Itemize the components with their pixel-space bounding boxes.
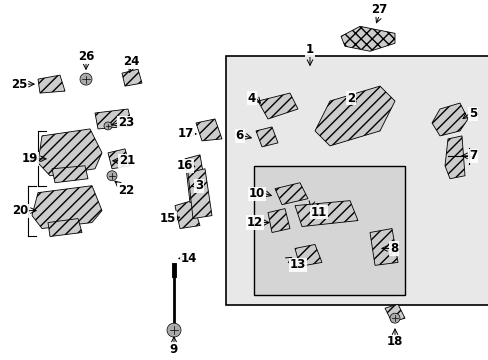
- Circle shape: [80, 73, 92, 85]
- Polygon shape: [95, 109, 132, 129]
- Text: 27: 27: [370, 3, 386, 17]
- Text: 6: 6: [235, 129, 244, 143]
- Text: 9: 9: [169, 343, 178, 356]
- Polygon shape: [196, 119, 222, 141]
- Text: 11: 11: [310, 206, 326, 219]
- Text: 19: 19: [21, 152, 38, 165]
- Polygon shape: [184, 155, 207, 203]
- Text: 7: 7: [468, 149, 476, 162]
- Polygon shape: [369, 229, 397, 265]
- Polygon shape: [314, 86, 394, 146]
- Text: 2: 2: [346, 91, 354, 104]
- Text: 8: 8: [389, 242, 397, 255]
- Text: 25: 25: [11, 78, 27, 91]
- Circle shape: [167, 323, 181, 337]
- Polygon shape: [384, 304, 404, 322]
- Text: 21: 21: [119, 154, 135, 167]
- Polygon shape: [267, 208, 289, 233]
- Polygon shape: [48, 219, 82, 237]
- Polygon shape: [52, 166, 88, 183]
- Text: 15: 15: [159, 212, 176, 225]
- Polygon shape: [122, 69, 142, 86]
- Polygon shape: [294, 201, 357, 226]
- Text: 16: 16: [176, 159, 193, 172]
- Bar: [253, 166, 404, 295]
- Text: 1: 1: [305, 43, 313, 56]
- Polygon shape: [38, 75, 65, 93]
- Polygon shape: [294, 244, 321, 266]
- Text: 10: 10: [248, 187, 264, 200]
- Text: 14: 14: [181, 252, 197, 265]
- Polygon shape: [431, 103, 467, 136]
- Text: 23: 23: [118, 116, 134, 130]
- Polygon shape: [256, 127, 278, 147]
- Circle shape: [389, 313, 399, 323]
- Text: 5: 5: [468, 108, 476, 121]
- Text: 3: 3: [195, 179, 203, 192]
- Circle shape: [107, 171, 117, 181]
- Polygon shape: [444, 136, 464, 179]
- Text: 20: 20: [12, 204, 28, 217]
- Text: 4: 4: [247, 91, 256, 104]
- Polygon shape: [274, 183, 307, 204]
- Text: 17: 17: [177, 127, 194, 140]
- Polygon shape: [38, 129, 102, 176]
- Bar: [225, 56, 488, 305]
- Circle shape: [104, 122, 112, 130]
- Text: 18: 18: [386, 335, 403, 348]
- Polygon shape: [258, 93, 297, 119]
- Text: 24: 24: [122, 55, 139, 68]
- Polygon shape: [340, 26, 394, 51]
- Polygon shape: [32, 186, 102, 229]
- Text: 26: 26: [78, 50, 94, 63]
- Polygon shape: [108, 149, 130, 169]
- Polygon shape: [187, 169, 212, 219]
- Text: 12: 12: [246, 216, 263, 229]
- Text: 22: 22: [118, 184, 134, 197]
- Text: 13: 13: [289, 258, 305, 271]
- Polygon shape: [175, 201, 200, 229]
